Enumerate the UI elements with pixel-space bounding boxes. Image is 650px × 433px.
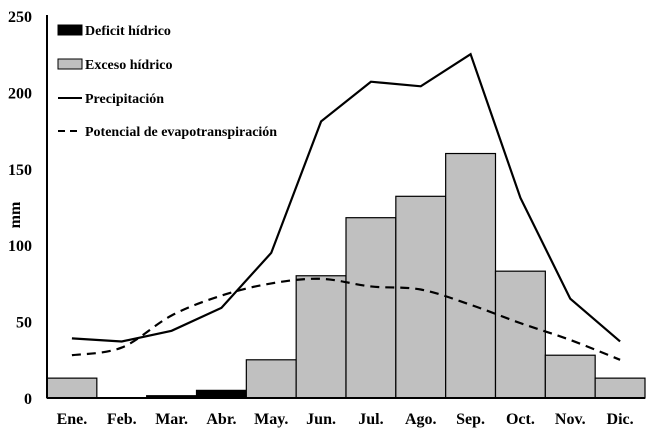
x-tick-label: Ene. [57, 411, 88, 428]
y-tick-label: 0 [24, 391, 32, 408]
x-tick-label: Abr. [206, 411, 236, 428]
x-tick-label: Ago. [405, 411, 437, 428]
legend-label: Exceso hídrico [85, 58, 173, 73]
x-tick-label: Dic. [607, 411, 634, 428]
x-tick-label: Feb. [107, 411, 137, 428]
y-tick-label: 100 [8, 238, 32, 255]
x-tick-label: Mar. [155, 411, 188, 428]
y-axis-label: mm [7, 201, 24, 228]
legend-label: Deficit hídrico [85, 24, 171, 39]
bars-group [46, 152, 646, 399]
x-tick-label: Jun. [306, 411, 336, 428]
legend-swatch-excess [57, 58, 83, 70]
lines-group [71, 52, 621, 361]
legend-label: Precipitación [85, 92, 164, 107]
excess-bar [46, 377, 98, 399]
excess-bar [544, 354, 596, 399]
excess-bar [245, 359, 297, 399]
deficit-bar [195, 389, 247, 399]
excess-bar [295, 275, 347, 399]
axes-group: 0 50 100 150 200 250 Ene. Feb. Mar. Abr. May. Jun. J… [7, 9, 645, 428]
x-tick-label: Nov. [555, 411, 586, 428]
excess-bar [395, 195, 447, 399]
legend-label: Potencial de evapotranspiración [85, 125, 277, 140]
x-tick-label: Sep. [456, 411, 485, 428]
x-tick-label: Oct. [506, 411, 535, 428]
legend: Deficit hídrico Exceso hídrico Precipitaci… [57, 24, 277, 140]
y-tick-label: 250 [8, 9, 32, 26]
excess-bar [345, 217, 397, 399]
precipitation-line [71, 52, 621, 343]
pet-line [71, 277, 621, 361]
excess-bar [594, 377, 646, 399]
legend-swatch-deficit [57, 24, 83, 36]
excess-bar [494, 270, 546, 399]
y-tick-label: 50 [16, 315, 32, 332]
y-tick-label: 150 [8, 162, 32, 179]
x-tick-label: May. [254, 411, 288, 428]
x-tick-label: Jul. [358, 411, 383, 428]
excess-bar [445, 152, 497, 399]
y-tick-label: 200 [8, 85, 32, 102]
